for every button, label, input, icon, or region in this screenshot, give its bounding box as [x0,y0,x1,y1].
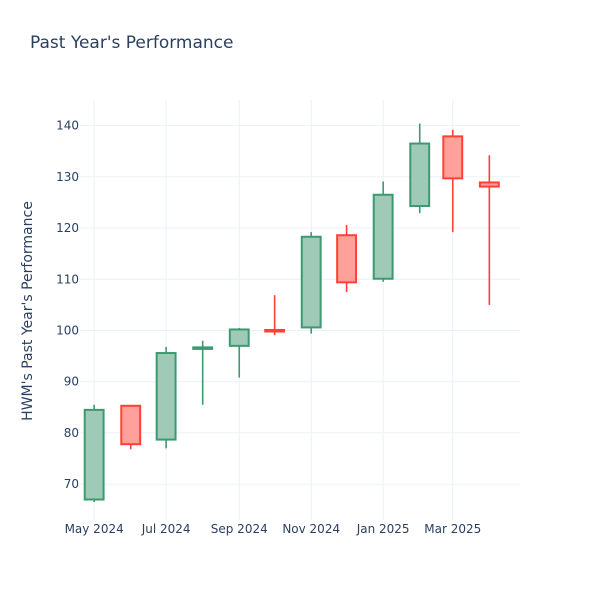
x-tick-label: Nov 2024 [282,522,340,536]
candle-body [336,234,358,284]
candle-increasing [155,346,177,449]
axis-layer: 70 80 90 100 110 120 130 140 May 2024 Jul 2024 Sep… [20,119,481,536]
candle-decreasing [264,295,286,336]
chart-title: Past Year's Performance [30,33,234,53]
x-tick-label: Sep 2024 [211,522,268,536]
y-axis-title: HWM's Past Year's Performance [20,201,36,421]
y-tick-label: 100 [56,323,79,337]
candle-increasing [228,327,250,378]
y-tick-label: 140 [56,119,79,133]
candle-body [192,346,214,350]
candle-decreasing [336,224,358,293]
candle-body [478,181,500,188]
grid-layer [80,100,520,520]
candle-body [300,235,322,329]
y-tick-label: 120 [56,221,79,235]
y-tick-label: 90 [64,375,79,389]
candle-increasing [409,123,431,214]
candle-increasing [372,181,394,282]
y-tick-label: 80 [64,426,79,440]
candle-body [372,193,394,280]
x-tick-label: Mar 2025 [424,522,481,536]
x-tick-label: Jul 2024 [141,522,191,536]
y-tick-label: 70 [64,477,79,491]
x-tick-label: May 2024 [65,522,124,536]
y-tick-label: 130 [56,170,79,184]
candle-decreasing [442,129,464,233]
candle-body [264,328,286,333]
x-tick-label: Jan 2025 [356,522,410,536]
candle-body [442,135,464,180]
candle-increasing [300,232,322,334]
y-tick-label: 110 [56,272,79,286]
candle-increasing [192,340,214,405]
candle-body [155,352,177,441]
candle-decreasing [120,404,142,450]
candle-decreasing [478,155,500,305]
candle-body [228,328,250,347]
candle-layer [83,123,500,503]
candle-increasing [83,404,105,503]
candle-body [120,404,142,446]
candle-body [409,142,431,208]
candle-body [83,408,105,501]
